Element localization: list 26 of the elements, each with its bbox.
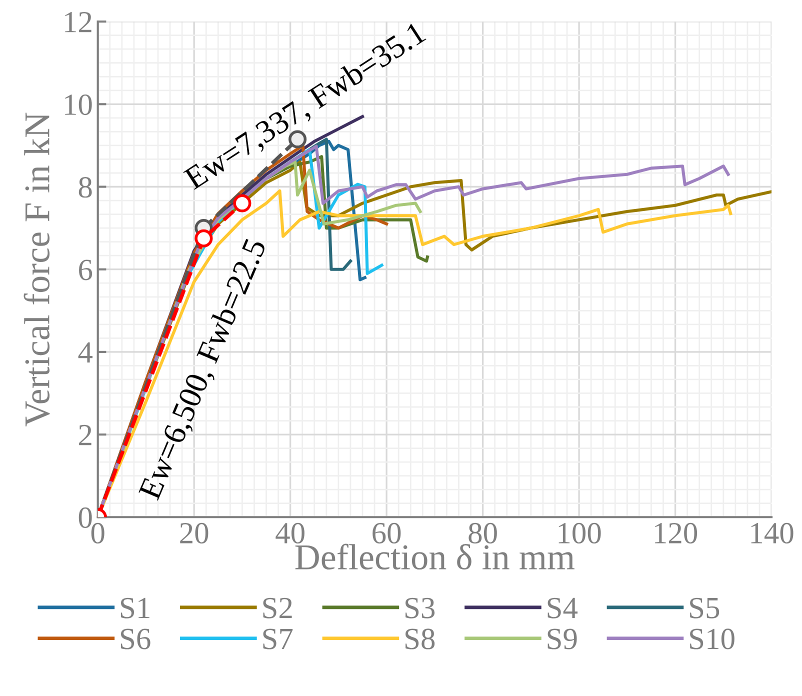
legend-label: S10 [690, 628, 734, 650]
legend-label: S8 [406, 628, 435, 650]
legend-label: S2 [263, 598, 292, 618]
x-tick-label: 20 [180, 522, 208, 544]
y-tick-label: 8 [78, 177, 92, 198]
legend-label: S9 [548, 628, 577, 650]
x-axis-title: Deflection δ in mm [295, 544, 574, 570]
y-tick-label: 10 [65, 94, 92, 116]
legend-label: S6 [120, 628, 150, 650]
x-tick-label: 80 [468, 522, 497, 544]
x-tick-label: 60 [372, 522, 401, 544]
legend-label: S7 [263, 628, 293, 650]
y-tick-label: 0 [78, 507, 92, 528]
x-tick-label: 120 [655, 522, 698, 544]
y-tick-label: 4 [78, 342, 93, 363]
y-tick-label: 2 [79, 424, 92, 446]
legend-label: S4 [548, 598, 578, 618]
y-tick-label: 12 [65, 12, 92, 32]
legend-label: S1 [120, 598, 150, 618]
x-tick-label: 40 [276, 522, 304, 544]
legend-label: S5 [690, 598, 720, 618]
y-tick-label: 6 [79, 260, 92, 280]
y-axis-title: Vertical force F in kN [24, 112, 50, 426]
legend-label: S3 [406, 598, 435, 618]
x-tick-label: 100 [558, 522, 601, 544]
x-tick-label: 140 [751, 522, 794, 544]
